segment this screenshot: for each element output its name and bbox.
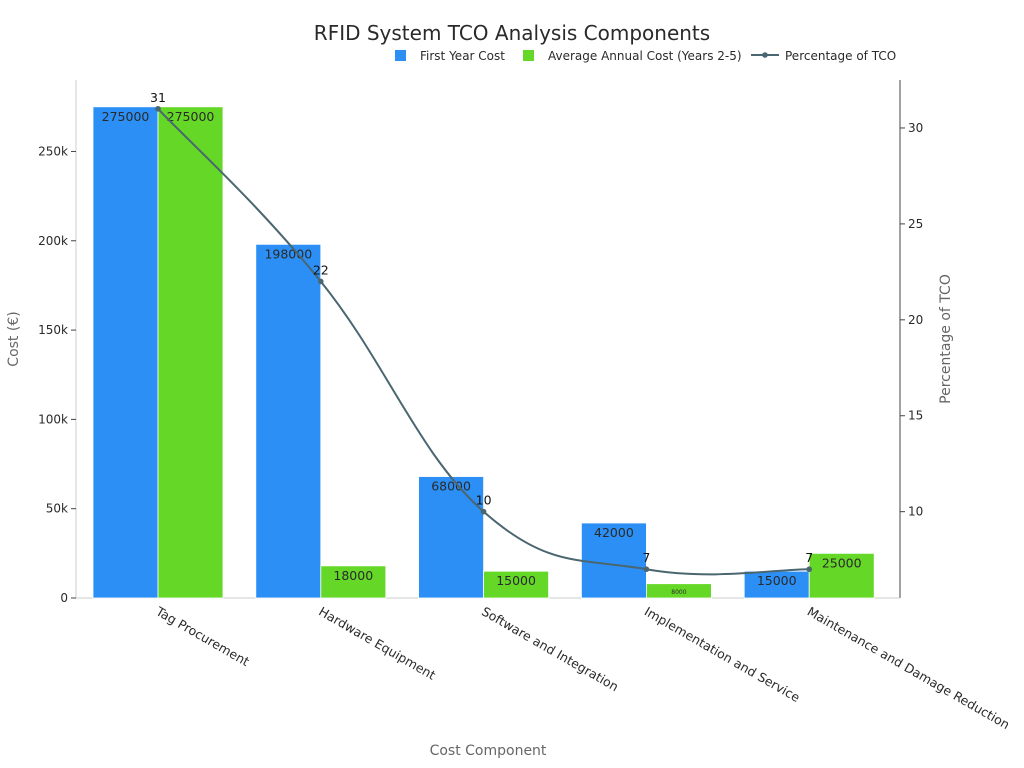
- y-tick-label: 150k: [38, 323, 68, 337]
- y2-tick-label: 20: [908, 313, 923, 327]
- bar-first-year-value-label: 198000: [264, 246, 312, 261]
- percentage-value-label: 10: [476, 493, 492, 508]
- bar-first-year-value-label: 42000: [594, 525, 634, 540]
- bars: [92, 106, 875, 599]
- y2-tick-label: 15: [908, 409, 923, 423]
- legend-label-annual: Average Annual Cost (Years 2-5): [548, 49, 742, 63]
- percentage-marker: [155, 105, 161, 112]
- x-tick-label: Tag Procurement: [153, 603, 252, 669]
- bar-first-year: [92, 106, 159, 599]
- percentage-line-group: 31 22 10 7 7: [150, 90, 813, 576]
- y-tick-label: 250k: [38, 144, 68, 158]
- right-axis-ticks: 10 15 20 25 30: [900, 121, 923, 519]
- y-tick-label: 200k: [38, 234, 68, 248]
- bar-first-year: [255, 243, 322, 599]
- bar-first-year-value-label: 68000: [431, 479, 471, 494]
- chart-title: RFID System TCO Analysis Components: [314, 21, 710, 45]
- bar-annual-value-label: 25000: [822, 555, 862, 570]
- bar-annual: [157, 106, 224, 599]
- y2-axis-title: Percentage of TCO: [938, 274, 954, 404]
- bar-annual: [808, 552, 875, 599]
- x-tick-label: Software and Integration: [479, 604, 621, 695]
- y-tick-label: 100k: [38, 412, 68, 426]
- y2-tick-label: 30: [908, 121, 923, 135]
- legend-swatch-first-year: [395, 50, 406, 61]
- bar-annual-value-label: 8000: [671, 589, 686, 596]
- x-tick-label: Hardware Equipment: [316, 604, 438, 683]
- bar-annual-value-label: 275000: [167, 109, 215, 124]
- bar-first-year-value-label: 15000: [757, 573, 797, 588]
- y-tick-label: 0: [60, 591, 68, 605]
- x-axis-title: Cost Component: [430, 743, 547, 759]
- percentage-value-label: 31: [150, 90, 166, 105]
- percentage-marker: [480, 508, 487, 515]
- left-axis-ticks: 0 50k 100k 150k 200k 250k: [38, 144, 76, 605]
- percentage-value-label: 22: [313, 262, 329, 277]
- percentage-line: [157, 108, 810, 576]
- bar-first-year: [418, 476, 485, 599]
- bar-annual: [646, 583, 712, 599]
- y2-tick-label: 10: [908, 505, 923, 519]
- bar-annual-value-label: 15000: [496, 573, 536, 588]
- percentage-marker: [643, 566, 650, 573]
- x-tick-label: Maintenance and Damage Reduction: [805, 604, 1013, 733]
- category-labels: Tag Procurement Hardware Equipment Softwar…: [153, 603, 1013, 732]
- bar-annual: [320, 565, 387, 599]
- bar-first-year: [743, 570, 810, 599]
- y2-tick-label: 25: [908, 217, 923, 231]
- legend-label-percentage: Percentage of TCO: [785, 49, 896, 63]
- bar-first-year-value-label: 275000: [102, 109, 150, 124]
- y-axis-title: Cost (€): [6, 311, 22, 366]
- percentage-marker: [806, 566, 812, 573]
- bar-first-year: [581, 522, 647, 599]
- legend-swatch-percentage-marker: [762, 52, 768, 58]
- x-tick-label: Implementation and Service: [642, 604, 803, 706]
- bar-labels: 275000 275000 198000 18000 68000 15000 42000 80…: [102, 109, 862, 596]
- bar-annual-value-label: 18000: [333, 568, 373, 583]
- percentage-value-label: 7: [805, 550, 813, 565]
- bar-annual: [483, 570, 550, 599]
- legend-label-first-year: First Year Cost: [420, 49, 505, 63]
- legend-swatch-annual: [523, 50, 534, 61]
- percentage-value-label: 7: [642, 550, 650, 565]
- legend: First Year Cost Average Annual Cost (Yea…: [395, 49, 896, 63]
- percentage-marker: [318, 278, 324, 285]
- y-tick-label: 50k: [46, 502, 68, 516]
